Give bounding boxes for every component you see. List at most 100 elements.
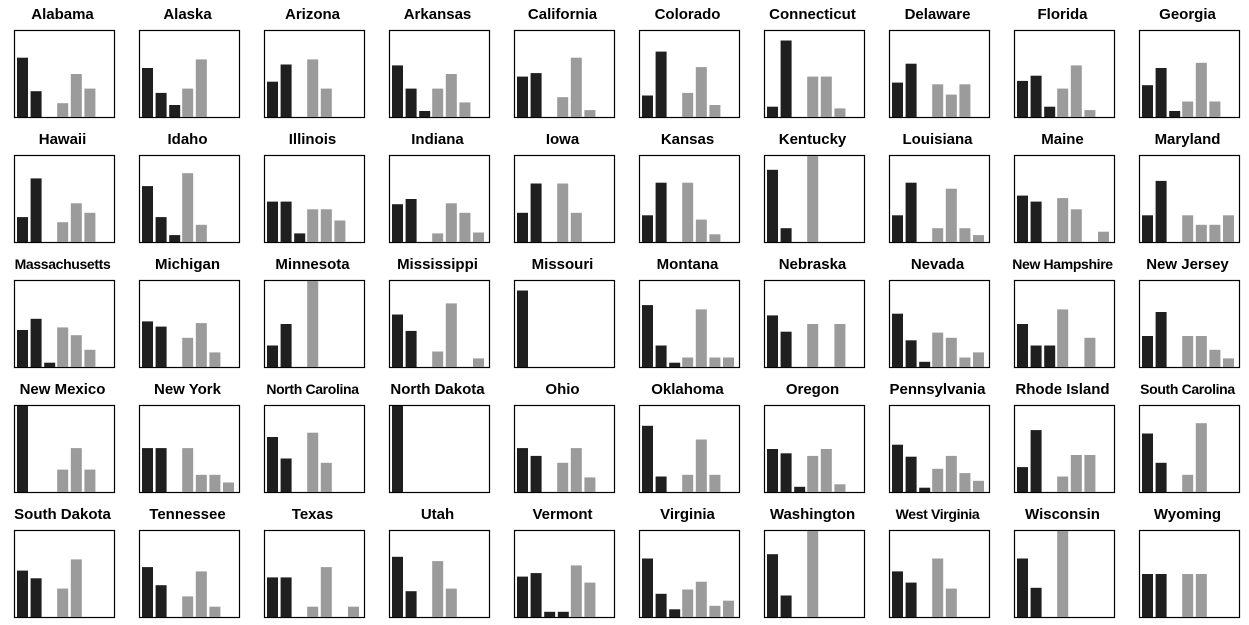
state-panel: Delaware: [875, 0, 1000, 125]
bar-mark: [767, 554, 778, 617]
bar-mark: [892, 313, 903, 367]
bar-mark: [320, 462, 332, 492]
bar-mark: [682, 92, 694, 117]
bar-mark: [155, 448, 167, 492]
bar-mark: [695, 67, 707, 117]
bar-mark: [209, 352, 221, 367]
bar-mark: [459, 102, 471, 117]
bar-mark: [892, 215, 903, 242]
bar-mark: [945, 188, 957, 242]
bar-mark: [905, 582, 917, 617]
state-panel: Massachusetts: [0, 250, 125, 375]
state-panel: Arkansas: [375, 0, 500, 125]
state-panel: Kentucky: [750, 125, 875, 250]
panel-plot: [13, 154, 116, 244]
panel-frame: [638, 279, 741, 369]
bar-mark: [142, 448, 153, 492]
bar-mark: [57, 588, 69, 617]
bar-mark: [155, 326, 167, 367]
state-panel: Pennsylvania: [875, 375, 1000, 500]
bar-mark: [182, 596, 194, 617]
panel-plot: [763, 29, 866, 119]
bar-mark: [655, 182, 667, 242]
bar-mark: [682, 589, 694, 617]
bar-mark: [723, 600, 734, 617]
bar-mark: [1142, 433, 1153, 492]
bar-mark: [1057, 88, 1069, 117]
bar-mark: [44, 362, 56, 367]
state-panel: Maryland: [1125, 125, 1249, 250]
bar-mark: [820, 76, 832, 117]
state-panel: Nevada: [875, 250, 1000, 375]
panel-plot: [1013, 279, 1116, 369]
panel-plot: [1138, 404, 1241, 494]
panel-frame: [513, 529, 616, 619]
bar-mark: [155, 92, 167, 117]
panel-plot: [138, 154, 241, 244]
bar-mark: [1223, 358, 1234, 367]
panel-plot: [13, 279, 116, 369]
panel-title: Arkansas: [403, 6, 472, 23]
bar-mark: [517, 76, 528, 117]
bar-mark: [267, 437, 278, 492]
panel-plot: [888, 529, 991, 619]
panel-title: Nevada: [910, 256, 965, 273]
bar-mark: [280, 64, 292, 117]
bar-mark: [307, 606, 319, 617]
state-panel: Hawaii: [0, 125, 125, 250]
bar-mark: [432, 561, 444, 617]
bar-mark: [780, 453, 792, 492]
bar-mark: [834, 108, 846, 117]
panel-plot: [763, 279, 866, 369]
bar-mark: [405, 199, 417, 242]
bar-mark: [445, 303, 457, 367]
bar-mark: [807, 455, 819, 492]
state-panel: Wisconsin: [1000, 500, 1125, 625]
bar-mark: [834, 324, 846, 367]
bar-mark: [84, 469, 96, 492]
panel-title: Maryland: [1154, 131, 1221, 148]
state-panel: Mississippi: [375, 250, 500, 375]
bar-mark: [959, 228, 971, 242]
bar-mark: [445, 203, 457, 242]
bar-mark: [767, 169, 778, 242]
bar-mark: [419, 111, 431, 117]
bar-mark: [570, 448, 582, 492]
bar-mark: [807, 156, 819, 242]
panel-plot: [513, 529, 616, 619]
panel-title: Utah: [420, 506, 455, 523]
panel-title: Minnesota: [275, 256, 350, 273]
bar-mark: [570, 212, 582, 242]
bar-mark: [195, 474, 207, 492]
state-panel: New Mexico: [0, 375, 125, 500]
bar-mark: [182, 88, 194, 117]
bar-mark: [959, 357, 971, 367]
bar-mark: [642, 95, 653, 117]
bar-mark: [84, 349, 96, 367]
state-panel: North Carolina: [250, 375, 375, 500]
state-panel: Texas: [250, 500, 375, 625]
bar-mark: [530, 183, 542, 242]
bar-mark: [1142, 336, 1153, 367]
bar-mark: [195, 571, 207, 617]
state-panel: New Jersey: [1125, 250, 1249, 375]
panel-title: Washington: [769, 506, 856, 523]
bar-mark: [959, 84, 971, 117]
bar-mark: [30, 318, 42, 367]
panel-title: West Virginia: [895, 506, 980, 522]
bar-mark: [655, 51, 667, 117]
panel-plot: [388, 154, 491, 244]
state-panel: Missouri: [500, 250, 625, 375]
bar-mark: [905, 63, 917, 117]
bar-mark: [294, 233, 306, 242]
bar-mark: [695, 439, 707, 492]
panel-plot: [763, 154, 866, 244]
bar-mark: [473, 232, 484, 242]
bar-mark: [182, 448, 194, 492]
bar-mark: [919, 487, 931, 492]
bar-mark: [1044, 106, 1056, 117]
bar-mark: [1195, 224, 1207, 242]
state-panel: Montana: [625, 250, 750, 375]
panel-plot: [638, 279, 741, 369]
